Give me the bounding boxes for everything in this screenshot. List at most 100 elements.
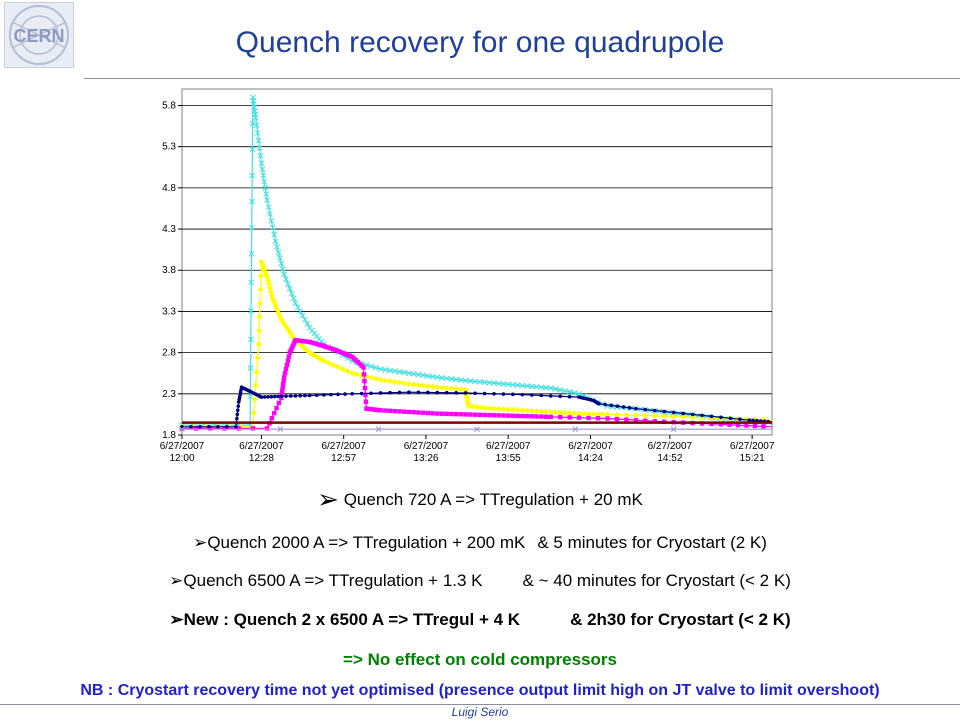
series-marker-2: [302, 339, 308, 344]
series-marker-2: [279, 392, 284, 397]
series-marker-1: [552, 409, 559, 416]
series-marker-1: [623, 411, 630, 418]
series-marker-0: [382, 366, 389, 373]
series-marker-3: [235, 412, 240, 417]
series-marker-2: [727, 422, 732, 427]
series-marker-2: [236, 426, 241, 431]
series-marker-3: [343, 392, 347, 396]
series-marker-5: [277, 426, 284, 433]
series-marker-1: [339, 366, 346, 373]
series-marker-0: [277, 255, 283, 261]
series-marker-2: [319, 343, 324, 348]
series-marker-0: [304, 320, 311, 327]
series-marker-2: [284, 362, 290, 368]
title-divider: [84, 78, 960, 79]
series-marker-3: [314, 393, 319, 397]
series-marker-2: [401, 409, 407, 414]
series-marker-0: [265, 204, 272, 210]
series-marker-2: [340, 350, 345, 356]
series-marker-3: [530, 393, 534, 397]
series-marker-2: [501, 413, 506, 418]
series-marker-1: [509, 406, 516, 413]
series-marker-1: [514, 407, 521, 414]
series-marker-0: [262, 185, 269, 191]
series-marker-1: [561, 409, 568, 416]
series-marker-0: [410, 371, 417, 377]
series-marker-0: [263, 191, 270, 197]
series-marker-3: [751, 418, 755, 423]
series-marker-3: [359, 391, 364, 396]
series-marker-2: [305, 339, 310, 344]
series-marker-1: [255, 341, 262, 348]
series-marker-0: [272, 238, 279, 245]
series-marker-0: [260, 172, 267, 179]
series-marker-1: [267, 288, 274, 295]
series-marker-2: [624, 417, 629, 422]
series-marker-1: [595, 411, 602, 418]
y-tick-label: 3.3: [162, 306, 176, 317]
series-marker-0: [283, 276, 289, 283]
series-marker-2: [312, 341, 317, 346]
series-marker-1: [505, 406, 512, 413]
series-marker-3: [747, 418, 752, 422]
series-marker-1: [391, 378, 398, 385]
y-tick-label: 5.3: [162, 142, 176, 153]
series-marker-0: [434, 374, 441, 381]
series-marker-2: [411, 410, 416, 415]
series-marker-1: [448, 385, 455, 392]
series-marker-2: [761, 424, 766, 429]
series-marker-0: [524, 383, 530, 389]
series-marker-2: [283, 366, 289, 372]
series-marker-0: [533, 383, 540, 390]
series-marker-0: [514, 382, 521, 389]
series-marker-2: [333, 347, 338, 353]
series-marker-0: [486, 379, 493, 386]
series-marker-2: [558, 414, 563, 420]
series-marker-2: [281, 375, 287, 380]
series-marker-1: [330, 361, 337, 368]
x-tick-date: 6/27/2007: [239, 441, 284, 452]
series-marker-3: [662, 409, 667, 414]
x-tick-time: 12:00: [169, 453, 194, 464]
series-marker-1: [429, 383, 436, 390]
series-marker-1: [585, 410, 592, 417]
series-marker-1: [604, 411, 611, 418]
series-marker-0: [500, 381, 507, 387]
series-marker-1: [474, 403, 480, 410]
series-marker-2: [269, 416, 275, 421]
series-marker-0: [261, 178, 268, 185]
series-marker-0: [377, 366, 384, 372]
series-marker-1: [495, 405, 502, 412]
series-marker-0: [268, 217, 275, 224]
series-marker-1: [469, 403, 476, 410]
series-marker-0: [281, 271, 287, 278]
series-marker-0: [264, 197, 270, 204]
series-marker-1: [304, 347, 311, 354]
series-marker-3: [738, 417, 742, 422]
series-marker-1: [424, 383, 431, 390]
series-marker-1: [261, 266, 268, 273]
series-marker-1: [280, 320, 287, 327]
series-marker-2: [295, 338, 301, 343]
bullet-text-b: TTregulation + 20 mK: [479, 490, 643, 509]
series-marker-2: [193, 426, 199, 431]
series-marker-2: [477, 412, 483, 418]
series-marker-2: [524, 413, 530, 419]
x-tick-date: 6/27/2007: [321, 441, 366, 452]
series-marker-1: [252, 382, 259, 389]
series-marker-2: [366, 406, 371, 412]
quench-temperature-chart: 1.82.32.83.33.84.34.85.35.86/27/200712:0…: [160, 88, 775, 464]
series-marker-2: [709, 421, 714, 427]
series-marker-1: [519, 407, 526, 414]
series-marker-0: [519, 382, 526, 389]
series-marker-0: [269, 224, 276, 231]
series-marker-0: [254, 130, 261, 136]
series-marker-3: [671, 410, 676, 415]
series-marker-3: [548, 394, 553, 398]
series-marker-0: [249, 198, 255, 205]
series-marker-3: [426, 390, 430, 395]
series-marker-1: [482, 404, 489, 411]
series-marker-3: [700, 413, 704, 418]
series-marker-2: [368, 406, 374, 412]
series-marker-0: [274, 244, 280, 250]
